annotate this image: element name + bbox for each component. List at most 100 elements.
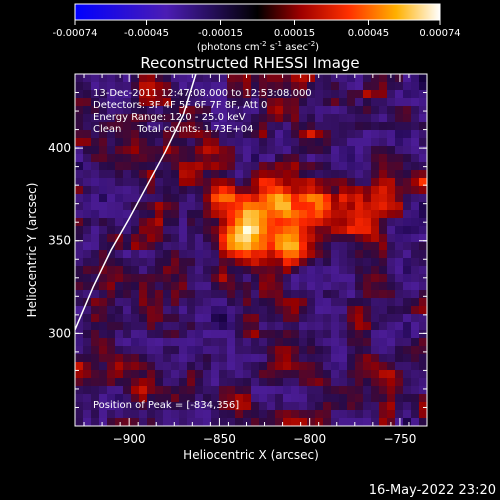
heatmap-cell <box>403 370 412 379</box>
heatmap-cell <box>379 146 388 155</box>
heatmap-cell <box>339 130 348 139</box>
heatmap-cell <box>379 82 388 91</box>
heatmap-cell <box>203 330 212 339</box>
heatmap-cell <box>179 258 188 267</box>
footer-date: 16-May-2022 23:20 <box>369 483 496 498</box>
heatmap-cell <box>339 410 348 419</box>
heatmap-cell <box>323 202 332 211</box>
heatmap-cell <box>331 226 340 235</box>
x-tick-label: −850 <box>203 432 236 446</box>
heatmap-cell <box>195 154 204 163</box>
heatmap-cell <box>331 106 340 115</box>
heatmap-cell <box>115 386 124 395</box>
heatmap-cell <box>347 362 356 371</box>
heatmap-cell <box>171 274 180 283</box>
heatmap-cell <box>355 90 364 99</box>
heatmap-cell <box>123 114 132 123</box>
heatmap-cell <box>219 154 228 163</box>
heatmap-cell <box>171 362 180 371</box>
heatmap-cell <box>179 162 188 171</box>
heatmap-cell <box>323 282 332 291</box>
heatmap-cell <box>267 218 276 227</box>
heatmap-cell <box>107 402 116 411</box>
heatmap-cell <box>91 314 100 323</box>
heatmap-cell <box>347 402 356 411</box>
heatmap-cell <box>307 266 316 275</box>
heatmap-cell <box>195 178 204 187</box>
heatmap-cell <box>163 114 172 123</box>
heatmap-cell <box>83 154 92 163</box>
heatmap-cell <box>355 282 364 291</box>
heatmap-cell <box>91 234 100 243</box>
heatmap-cell <box>147 234 156 243</box>
heatmap-cell <box>139 338 148 347</box>
heatmap-cell <box>227 370 236 379</box>
heatmap-cell <box>99 98 108 107</box>
heatmap-cell <box>179 122 188 131</box>
heatmap-cell <box>387 74 396 83</box>
heatmap-cell <box>91 130 100 139</box>
heatmap-cell <box>163 418 172 426</box>
heatmap-cell <box>203 234 212 243</box>
heatmap-cell <box>195 394 204 403</box>
heatmap-cell <box>131 370 140 379</box>
heatmap-cell <box>307 74 316 83</box>
heatmap-cell <box>251 322 260 331</box>
heatmap-cell <box>179 282 188 291</box>
heatmap-cell <box>323 98 332 107</box>
heatmap-cell <box>99 202 108 211</box>
heatmap-cell <box>315 106 324 115</box>
heatmap-cell <box>419 186 427 195</box>
heatmap-cell <box>323 242 332 251</box>
heatmap-cell <box>147 202 156 211</box>
heatmap-cell <box>387 394 396 403</box>
heatmap-cell <box>155 170 164 179</box>
heatmap-cell <box>323 362 332 371</box>
heatmap-cell <box>323 354 332 363</box>
heatmap-cell <box>387 82 396 91</box>
heatmap-cell <box>99 242 108 251</box>
heatmap-cell <box>251 130 260 139</box>
heatmap-cell <box>83 138 92 147</box>
heatmap-cell <box>331 242 340 251</box>
heatmap-cell <box>155 282 164 291</box>
heatmap-cell <box>139 298 148 307</box>
heatmap-cell <box>75 306 84 315</box>
chart-title: Reconstructed RHESSI Image <box>140 54 359 72</box>
heatmap-cell <box>275 90 284 99</box>
heatmap-cell <box>235 370 244 379</box>
heatmap-cell <box>195 290 204 299</box>
heatmap-cell <box>243 258 252 267</box>
heatmap-cell <box>403 330 412 339</box>
heatmap-cell <box>419 346 427 355</box>
heatmap-cell <box>403 146 412 155</box>
heatmap-cell <box>315 378 324 387</box>
heatmap-cell <box>411 202 420 211</box>
heatmap-cell <box>371 82 380 91</box>
heatmap-cell <box>315 282 324 291</box>
heatmap-cell <box>83 418 92 426</box>
heatmap-cell <box>203 242 212 251</box>
heatmap-cell <box>203 226 212 235</box>
heatmap-cell <box>379 266 388 275</box>
heatmap-cell <box>419 378 427 387</box>
heatmap-cell <box>315 98 324 107</box>
heatmap-cell <box>203 370 212 379</box>
heatmap-cell <box>179 146 188 155</box>
heatmap-cell <box>419 290 427 299</box>
heatmap-cell <box>275 138 284 147</box>
heatmap-cell <box>99 338 108 347</box>
heatmap-cell <box>299 138 308 147</box>
heatmap-cell <box>387 290 396 299</box>
heatmap-cell <box>163 266 172 275</box>
heatmap-cell <box>339 194 348 203</box>
heatmap-cell <box>243 290 252 299</box>
heatmap-cell <box>195 258 204 267</box>
heatmap-cell <box>147 378 156 387</box>
heatmap-cell <box>307 410 316 419</box>
heatmap-cell <box>387 162 396 171</box>
heatmap-cell <box>171 330 180 339</box>
heatmap-cell <box>355 250 364 259</box>
heatmap-cell <box>211 170 220 179</box>
heatmap-cell <box>147 354 156 363</box>
